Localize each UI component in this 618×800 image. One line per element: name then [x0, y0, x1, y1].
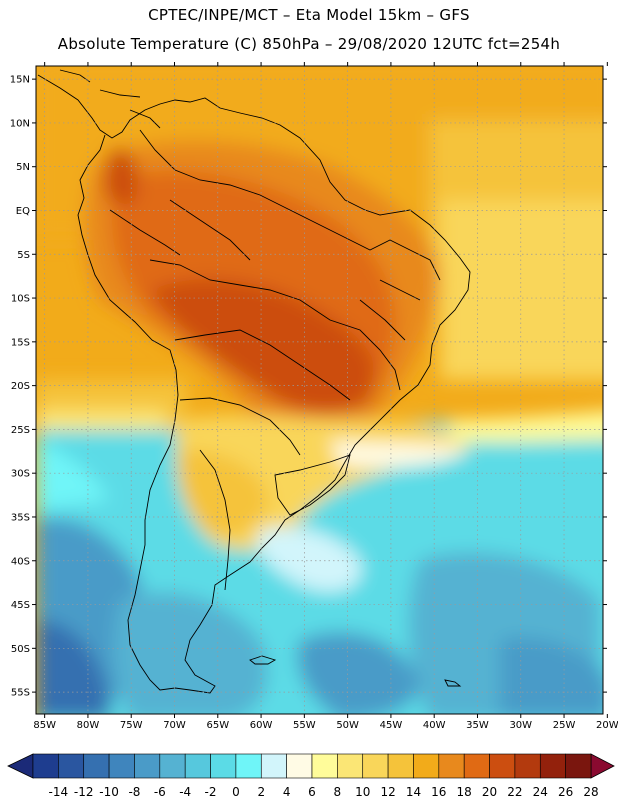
colorbar-swatch	[539, 753, 566, 779]
colorbar-label: -2	[205, 785, 217, 799]
colorbar-label: 4	[283, 785, 291, 799]
colorbar-swatch	[58, 753, 85, 779]
colorbar-swatch	[210, 753, 237, 779]
lon-tick-label: 55W	[293, 720, 316, 731]
colorbar-swatch	[235, 753, 262, 779]
colorbar-swatch	[32, 753, 59, 779]
lat-tick-label: 35S	[11, 512, 30, 523]
lon-tick-label: 70W	[163, 720, 186, 731]
temperature-field	[36, 66, 603, 714]
lon-tick-label: 65W	[206, 720, 229, 731]
lat-tick-label: 30S	[11, 469, 30, 480]
colorbar-swatch	[286, 753, 313, 779]
colorbar-labels: -14 -12 -10 -8 -6 -4 -2 0 2 4 6 8 10 12 14 16 18 20 22 24 26…	[49, 785, 599, 799]
colorbar-label: 20	[482, 785, 497, 799]
lon-tick-label: 25W	[553, 720, 576, 731]
lat-tick-label: 15N	[10, 75, 30, 86]
lat-tick-label: 45S	[11, 600, 30, 611]
lon-tick-label: 60W	[250, 720, 273, 731]
lon-tick-label: 40W	[423, 720, 446, 731]
lon-tick-label: 50W	[336, 720, 359, 731]
colorbar-swatch	[387, 753, 414, 779]
colorbar-swatch	[565, 753, 592, 779]
colorbar-label: 28	[583, 785, 598, 799]
colorbar-label: -6	[154, 785, 166, 799]
colorbar-label: 0	[232, 785, 240, 799]
colorbar-left-arrow	[7, 753, 34, 779]
colorbar-label: 6	[308, 785, 316, 799]
colorbar-label: 2	[257, 785, 265, 799]
map-title-line1: CPTEC/INPE/MCT – Eta Model 15km – GFS	[148, 6, 470, 24]
colorbar	[7, 753, 615, 779]
colorbar-label: -8	[128, 785, 140, 799]
lat-tick-label: 5N	[16, 162, 30, 173]
colorbar-label: 26	[558, 785, 573, 799]
latitude-axis: 15N 10N 5N EQ 5S 10S 15S 20S 25S 30S 35S 40S 45S 50S 5…	[10, 75, 607, 699]
colorbar-swatch	[108, 753, 135, 779]
colorbar-swatch	[260, 753, 287, 779]
colorbar-swatch	[337, 753, 364, 779]
map-title-line2: Absolute Temperature (C) 850hPa – 29/08/…	[57, 35, 561, 53]
lon-tick-label: 75W	[120, 720, 143, 731]
colorbar-swatch	[489, 753, 516, 779]
lat-tick-label: 15S	[11, 337, 30, 348]
colorbar-swatch	[311, 753, 338, 779]
lon-tick-label: 85W	[33, 720, 56, 731]
colorbar-label: -10	[99, 785, 119, 799]
colorbar-swatch	[362, 753, 389, 779]
colorbar-swatch	[159, 753, 186, 779]
colorbar-label: -12	[74, 785, 94, 799]
lat-tick-label: 5S	[17, 250, 30, 261]
colorbar-label: 8	[334, 785, 342, 799]
lon-tick-label: 80W	[77, 720, 100, 731]
lat-tick-label: 55S	[11, 688, 30, 699]
colorbar-label: -4	[179, 785, 191, 799]
colorbar-swatch	[134, 753, 161, 779]
colorbar-swatch	[413, 753, 440, 779]
colorbar-label: -14	[49, 785, 69, 799]
lon-tick-label: 35W	[466, 720, 489, 731]
coastlines	[37, 69, 471, 694]
lat-tick-label: 20S	[11, 381, 30, 392]
colorbar-right-arrow	[590, 753, 615, 779]
lon-tick-label: 45W	[380, 720, 403, 731]
lat-tick-label: 25S	[11, 425, 30, 436]
lat-tick-label: EQ	[16, 206, 30, 217]
lat-tick-label: 10S	[11, 294, 30, 305]
colorbar-label: 14	[406, 785, 421, 799]
graticule	[36, 66, 603, 714]
colorbar-swatch	[514, 753, 541, 779]
colorbar-label: 22	[507, 785, 522, 799]
colorbar-swatch	[184, 753, 211, 779]
colorbar-swatch	[83, 753, 110, 779]
longitude-axis: 85W 80W 75W 70W 65W 60W 55W 50W 45W 40W 35W 30W 25W 2…	[33, 62, 618, 731]
map-frame	[35, 65, 604, 715]
colorbar-label: 10	[355, 785, 370, 799]
colorbar-label: 12	[380, 785, 395, 799]
lon-tick-label: 30W	[509, 720, 532, 731]
colorbar-label: 16	[431, 785, 446, 799]
colorbar-label: 24	[533, 785, 548, 799]
lat-tick-label: 40S	[11, 556, 30, 567]
lon-tick-label: 20W	[596, 720, 618, 731]
colorbar-swatch	[438, 753, 465, 779]
lat-tick-label: 50S	[11, 644, 30, 655]
colorbar-label: 18	[457, 785, 472, 799]
colorbar-swatch	[463, 753, 490, 779]
lat-tick-label: 10N	[10, 118, 30, 129]
